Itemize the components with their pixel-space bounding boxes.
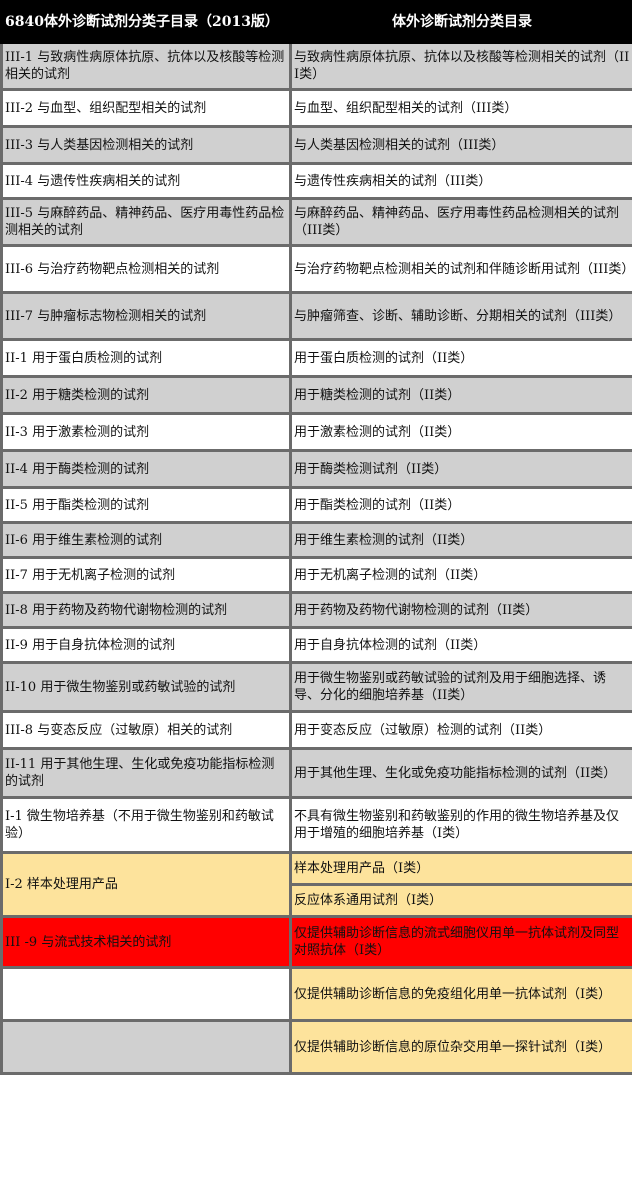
subcatalog-cell: III-8 与变态反应（过敏原）相关的试剂	[0, 710, 292, 750]
subcatalog-cell: II-9 用于自身抗体检测的试剂	[0, 626, 292, 664]
subcatalog-cell	[0, 1019, 292, 1075]
catalog-cell: 用于激素检测的试剂（II类）	[289, 412, 632, 452]
table-row: III-4 与遗传性疾病相关的试剂 与遗传性疾病相关的试剂（III类）	[0, 162, 632, 200]
catalog-cell: 用于自身抗体检测的试剂（II类）	[289, 626, 632, 664]
table-row: III-2 与血型、组织配型相关的试剂 与血型、组织配型相关的试剂（III类）	[0, 88, 632, 128]
catalog-cell: 仅提供辅助诊断信息的原位杂交用单一探针试剂（I类）	[289, 1019, 632, 1075]
catalog-cell: 用于其他生理、生化或免疫功能指标检测的试剂（II类）	[289, 747, 632, 799]
table-row: II-3 用于激素检测的试剂 用于激素检测的试剂（II类）	[0, 412, 632, 452]
subcatalog-cell: II-6 用于维生素检测的试剂	[0, 521, 292, 559]
table-row: III-1 与致病性病原体抗原、抗体以及核酸等检测相关的试剂 与致病性病原体抗原、…	[0, 41, 632, 91]
table-row: II-4 用于酶类检测的试剂 用于酶类检测试剂（II类）	[0, 449, 632, 489]
subcatalog-cell: I-1 微生物培养基（不用于微生物鉴别和药敏试验）	[0, 796, 292, 854]
subcatalog-cell: III-5 与麻醉药品、精神药品、医疗用毒性药品检测相关的试剂	[0, 197, 292, 247]
catalog-cell: 用于维生素检测的试剂（II类）	[289, 521, 632, 559]
table-row: II-8 用于药物及药物代谢物检测的试剂 用于药物及药物代谢物检测的试剂（II类）	[0, 591, 632, 629]
subcatalog-cell: II-11 用于其他生理、生化或免疫功能指标检测的试剂	[0, 747, 292, 799]
table-row-highlighted: III -9 与流式技术相关的试剂 仅提供辅助诊断信息的流式细胞仪用单一抗体试剂及…	[0, 915, 632, 969]
table-row: II-11 用于其他生理、生化或免疫功能指标检测的试剂 用于其他生理、生化或免疫功…	[0, 747, 632, 799]
subcatalog-cell: III-4 与遗传性疾病相关的试剂	[0, 162, 292, 200]
catalog-cell: 用于微生物鉴别或药敏试验的试剂及用于细胞选择、诱导、分化的细胞培养基（II类）	[289, 661, 632, 713]
table-row: II-5 用于酯类检测的试剂 用于酯类检测的试剂（II类）	[0, 486, 632, 524]
table-row: 仅提供辅助诊断信息的免疫组化用单一抗体试剂（I类）	[0, 966, 632, 1022]
table-row: III-6 与治疗药物靶点检测相关的试剂 与治疗药物靶点检测相关的试剂和伴随诊断用…	[0, 244, 632, 294]
table-row: III-5 与麻醉药品、精神药品、医疗用毒性药品检测相关的试剂 与麻醉药品、精神药…	[0, 197, 632, 247]
catalog-cell: 用于酯类检测的试剂（II类）	[289, 486, 632, 524]
catalog-cell: 与血型、组织配型相关的试剂（III类）	[289, 88, 632, 128]
table-row: II-10 用于微生物鉴别或药敏试验的试剂 用于微生物鉴别或药敏试验的试剂及用于细…	[0, 661, 632, 713]
subcatalog-cell: II-5 用于酯类检测的试剂	[0, 486, 292, 524]
subcatalog-cell: III-2 与血型、组织配型相关的试剂	[0, 88, 292, 128]
subcatalog-cell: III-3 与人类基因检测相关的试剂	[0, 125, 292, 165]
subcatalog-cell: II-10 用于微生物鉴别或药敏试验的试剂	[0, 661, 292, 713]
table-row: 反应体系通用试剂（I类）	[2, 883, 632, 918]
catalog-cell: 与治疗药物靶点检测相关的试剂和伴随诊断用试剂（III类）	[289, 244, 632, 294]
table-row: II-1 用于蛋白质检测的试剂 用于蛋白质检测的试剂（II类）	[0, 338, 632, 378]
catalog-cell: 用于药物及药物代谢物检测的试剂（II类）	[289, 591, 632, 629]
table-row: I-1 微生物培养基（不用于微生物鉴别和药敏试验） 不具有微生物鉴别和药敏鉴别的作…	[0, 796, 632, 854]
table-row: III-3 与人类基因检测相关的试剂 与人类基因检测相关的试剂（III类）	[0, 125, 632, 165]
subcatalog-cell: II-1 用于蛋白质检测的试剂	[0, 338, 292, 378]
catalog-cell: 与遗传性疾病相关的试剂（III类）	[289, 162, 632, 200]
catalog-cell: 用于糖类检测的试剂（II类）	[289, 375, 632, 415]
catalog-cell: 用于无机离子检测的试剂（II类）	[289, 556, 632, 594]
header-col-subcatalog: 6840体外诊断试剂分类子目录（2013版）	[0, 0, 292, 44]
catalog-cell: 仅提供辅助诊断信息的流式细胞仪用单一抗体试剂及同型对照抗体（I类）	[289, 915, 632, 969]
catalog-cell: 与人类基因检测相关的试剂（III类）	[289, 125, 632, 165]
subcatalog-cell: III -9 与流式技术相关的试剂	[0, 915, 292, 969]
catalog-cell: 反应体系通用试剂（I类）	[289, 883, 632, 918]
subcatalog-cell: III-6 与治疗药物靶点检测相关的试剂	[0, 244, 292, 294]
header-col-catalog: 体外诊断试剂分类目录	[289, 0, 632, 44]
table-row: I-2 样本处理用产品 样本处理用产品（I类）	[0, 851, 632, 918]
catalog-cell: 与致病性病原体抗原、抗体以及核酸等检测相关的试剂（III类）	[289, 41, 632, 91]
header-row: 6840体外诊断试剂分类子目录（2013版） 体外诊断试剂分类目录	[0, 0, 632, 44]
catalog-cell: 用于酶类检测试剂（II类）	[289, 449, 632, 489]
subcatalog-cell: II-3 用于激素检测的试剂	[0, 412, 292, 452]
catalog-cell: 仅提供辅助诊断信息的免疫组化用单一抗体试剂（I类）	[289, 966, 632, 1022]
table-row: II-2 用于糖类检测的试剂 用于糖类检测的试剂（II类）	[0, 375, 632, 415]
subcatalog-cell: I-2 样本处理用产品	[0, 851, 292, 918]
subcatalog-cell: II-7 用于无机离子检测的试剂	[0, 556, 292, 594]
catalog-cell: 与肿瘤筛查、诊断、辅助诊断、分期相关的试剂（III类）	[289, 291, 632, 341]
catalog-cell: 用于蛋白质检测的试剂（II类）	[289, 338, 632, 378]
table-row: III-7 与肿瘤标志物检测相关的试剂 与肿瘤筛查、诊断、辅助诊断、分期相关的试剂…	[0, 291, 632, 341]
subcatalog-cell: II-4 用于酶类检测的试剂	[0, 449, 292, 489]
table-body: III-1 与致病性病原体抗原、抗体以及核酸等检测相关的试剂 与致病性病原体抗原、…	[0, 41, 632, 1075]
table-row: II-7 用于无机离子检测的试剂 用于无机离子检测的试剂（II类）	[0, 556, 632, 594]
subcatalog-cell: II-2 用于糖类检测的试剂	[0, 375, 292, 415]
table-row: II-9 用于自身抗体检测的试剂 用于自身抗体检测的试剂（II类）	[0, 626, 632, 664]
catalog-cell: 与麻醉药品、精神药品、医疗用毒性药品检测相关的试剂（III类）	[289, 197, 632, 247]
subcatalog-cell	[0, 966, 292, 1022]
catalog-cell: 不具有微生物鉴别和药敏鉴别的作用的微生物培养基及仅用于增殖的细胞培养基（I类）	[289, 796, 632, 854]
classification-table: 6840体外诊断试剂分类子目录（2013版） 体外诊断试剂分类目录 III-1 …	[0, 0, 632, 1075]
subcatalog-cell: III-1 与致病性病原体抗原、抗体以及核酸等检测相关的试剂	[0, 41, 292, 91]
table-row: III-8 与变态反应（过敏原）相关的试剂 用于变态反应（过敏原）检测的试剂（II…	[0, 710, 632, 750]
subcatalog-cell: II-8 用于药物及药物代谢物检测的试剂	[0, 591, 292, 629]
table-row: 仅提供辅助诊断信息的原位杂交用单一探针试剂（I类）	[0, 1019, 632, 1075]
catalog-cell: 用于变态反应（过敏原）检测的试剂（II类）	[289, 710, 632, 750]
catalog-cell: 样本处理用产品（I类）	[289, 851, 632, 886]
table-row: II-6 用于维生素检测的试剂 用于维生素检测的试剂（II类）	[0, 521, 632, 559]
subcatalog-cell: III-7 与肿瘤标志物检测相关的试剂	[0, 291, 292, 341]
